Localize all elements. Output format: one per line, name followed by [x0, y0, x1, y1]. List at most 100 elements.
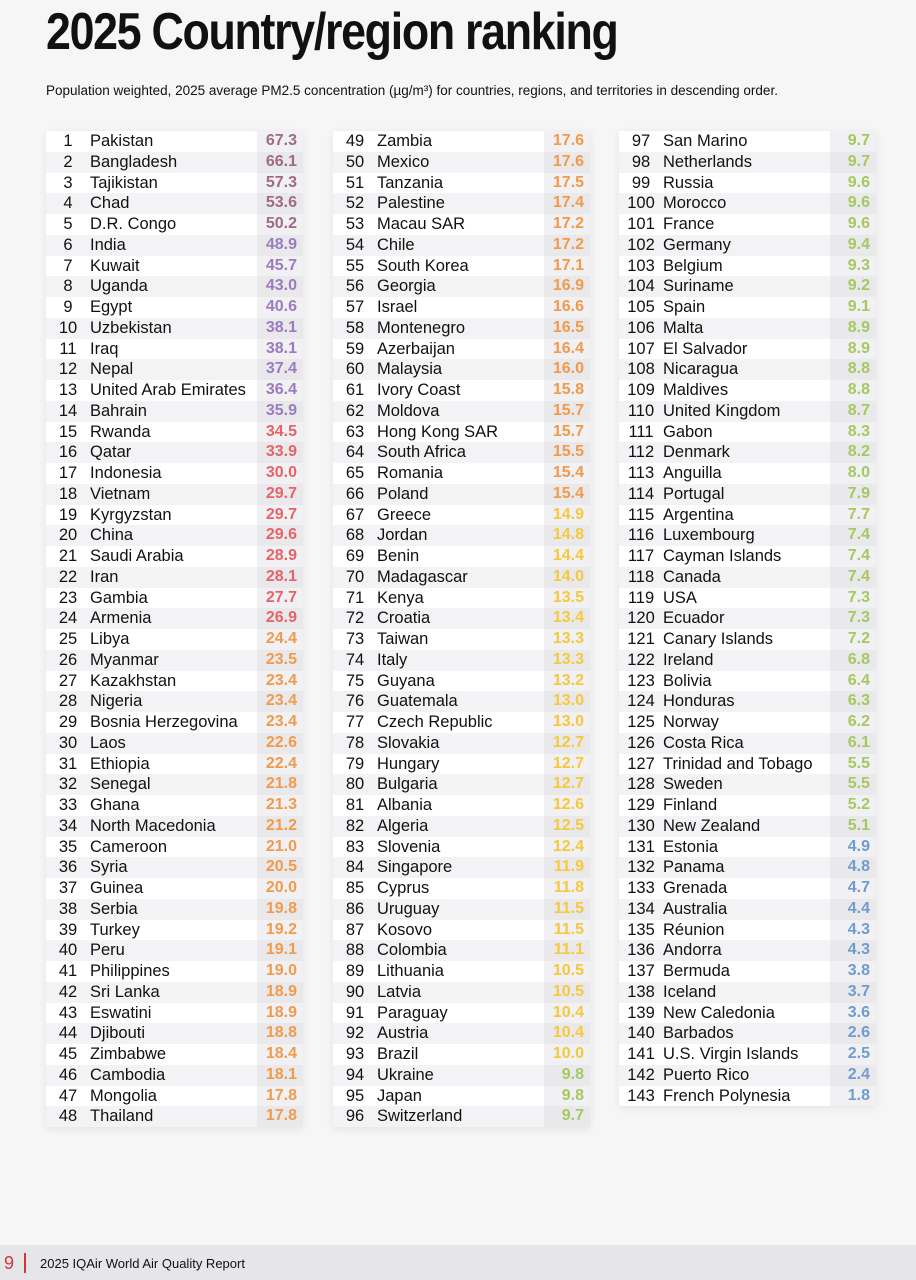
country-name: Italy — [377, 650, 408, 669]
pm25-value: 8.8 — [830, 359, 876, 380]
ranking-row: 112 Denmark 8.2 — [619, 442, 876, 463]
country-name: Panama — [663, 858, 725, 877]
ranking-row: 117 Cayman Islands 7.4 — [619, 546, 876, 567]
ranking-row: 133 Grenada 4.7 — [619, 878, 876, 899]
ranking-row: 40 Peru 19.1 — [46, 940, 303, 961]
pm25-value: 21.0 — [257, 836, 303, 858]
page-subtitle: Population weighted, 2025 average PM2.5 … — [46, 83, 778, 98]
rank-number: 96 — [345, 1107, 365, 1126]
pm25-value: 6.2 — [830, 712, 876, 733]
country-name: Benin — [377, 547, 420, 565]
rank-number: 115 — [627, 505, 655, 524]
pm25-value: 4.3 — [830, 919, 876, 941]
ranking-row: 62 Moldova 15.7 — [333, 400, 590, 422]
rank-number: 89 — [345, 962, 365, 980]
ranking-row: 65 Romania 15.4 — [333, 463, 590, 484]
pm25-value: 9.7 — [830, 131, 876, 152]
pm25-value: 9.2 — [830, 276, 876, 297]
ranking-row: 24 Armenia 26.9 — [46, 608, 303, 629]
pm25-value: 9.6 — [830, 193, 876, 214]
rank-number: 23 — [58, 588, 78, 607]
rank-number: 83 — [345, 837, 365, 856]
country-name: Russia — [663, 173, 714, 192]
country-name: Nicaragua — [663, 360, 739, 379]
ranking-row: 8 Uganda 43.0 — [46, 276, 303, 297]
country-name: Denmark — [663, 443, 730, 462]
pm25-value: 16.9 — [544, 276, 590, 297]
rank-number: 48 — [58, 1107, 78, 1126]
ranking-row: 75 Guyana 13.2 — [333, 670, 590, 692]
ranking-row: 11 Iraq 38.1 — [46, 338, 303, 360]
ranking-row: 63 Hong Kong SAR 15.7 — [333, 421, 590, 443]
rank-number: 95 — [345, 1086, 365, 1105]
rank-number: 118 — [627, 567, 655, 586]
country-name: USA — [663, 588, 697, 607]
country-name: Andorra — [663, 941, 722, 960]
rank-number: 129 — [627, 796, 655, 814]
rank-number: 70 — [345, 567, 365, 586]
ranking-row: 129 Finland 5.2 — [619, 795, 876, 816]
rank-number: 142 — [627, 1065, 655, 1084]
ranking-row: 99 Russia 9.6 — [619, 172, 876, 194]
rank-number: 120 — [627, 609, 655, 628]
rank-number: 14 — [58, 401, 78, 420]
ranking-row: 68 Jordan 14.8 — [333, 525, 590, 546]
ranking-row: 96 Switzerland 9.7 — [333, 1106, 590, 1127]
country-name: United Kingdom — [663, 401, 781, 420]
country-name: Israel — [377, 298, 418, 316]
rank-number: 132 — [627, 858, 655, 877]
ranking-row: 141 U.S. Virgin Islands 2.5 — [619, 1044, 876, 1065]
rank-number: 99 — [631, 173, 651, 192]
country-name: Sweden — [663, 775, 723, 794]
pm25-value: 12.6 — [544, 795, 590, 816]
rank-number: 6 — [63, 235, 73, 254]
ranking-row: 107 El Salvador 8.9 — [619, 338, 876, 360]
ranking-row: 51 Tanzania 17.5 — [333, 172, 590, 194]
rank-number: 33 — [58, 796, 78, 814]
ranking-row: 108 Nicaragua 8.8 — [619, 359, 876, 380]
pm25-value: 4.9 — [830, 836, 876, 858]
ranking-row: 105 Spain 9.1 — [619, 297, 876, 318]
ranking-row: 60 Malaysia 16.0 — [333, 359, 590, 380]
pm25-value: 29.7 — [257, 483, 303, 505]
rank-number: 52 — [345, 194, 365, 213]
rank-number: 103 — [627, 256, 655, 275]
ranking-row: 42 Sri Lanka 18.9 — [46, 981, 303, 1003]
country-name: Honduras — [663, 692, 735, 711]
rank-number: 17 — [58, 464, 78, 482]
country-name: Canada — [663, 567, 721, 586]
rank-number: 49 — [345, 132, 365, 150]
rank-number: 5 — [63, 215, 73, 233]
pm25-value: 7.4 — [830, 566, 876, 588]
country-name: New Zealand — [663, 816, 761, 835]
ranking-row: 95 Japan 9.8 — [333, 1085, 590, 1107]
pm25-value: 12.7 — [544, 753, 590, 775]
pm25-value: 28.9 — [257, 546, 303, 567]
pm25-value: 29.6 — [257, 525, 303, 546]
country-name: Greece — [377, 505, 432, 524]
pm25-value: 10.4 — [544, 1023, 590, 1044]
pm25-value: 7.4 — [830, 525, 876, 546]
rank-number: 16 — [58, 443, 78, 462]
ranking-row: 94 Ukraine 9.8 — [333, 1064, 590, 1086]
pm25-value: 7.9 — [830, 483, 876, 505]
rank-number: 113 — [627, 464, 655, 482]
country-name: Guinea — [90, 879, 144, 897]
rank-number: 138 — [627, 982, 655, 1001]
rank-number: 72 — [345, 609, 365, 628]
country-name: Brazil — [377, 1045, 419, 1063]
country-name: Serbia — [90, 899, 138, 918]
pm25-value: 23.4 — [257, 691, 303, 712]
ranking-row: 49 Zambia 17.6 — [333, 131, 590, 152]
country-name: Peru — [90, 941, 125, 960]
country-name: Djibouti — [90, 1024, 146, 1043]
country-name: Azerbaijan — [377, 339, 455, 358]
ranking-row: 46 Cambodia 18.1 — [46, 1064, 303, 1086]
pm25-value: 22.4 — [257, 753, 303, 775]
rank-number: 98 — [631, 152, 651, 171]
ranking-row: 55 South Korea 17.1 — [333, 255, 590, 277]
pm25-value: 11.9 — [544, 857, 590, 878]
pm25-value: 3.6 — [830, 1002, 876, 1024]
rank-number: 80 — [345, 775, 365, 794]
country-name: Cambodia — [90, 1065, 166, 1084]
